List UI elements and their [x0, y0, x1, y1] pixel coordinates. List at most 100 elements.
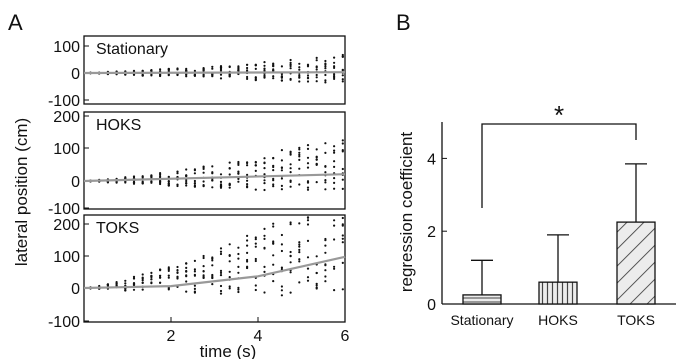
trajectory-point — [280, 289, 283, 292]
trajectory-point — [272, 241, 275, 244]
trajectory-point — [272, 177, 275, 180]
trajectory-point — [306, 74, 310, 77]
trajectory-point — [263, 64, 266, 67]
trajectory-point — [237, 68, 240, 71]
trajectory-point — [193, 287, 196, 290]
trajectory-point — [193, 290, 196, 293]
trajectory-point — [298, 62, 301, 65]
panel-a-xlabel: time (s) — [200, 342, 257, 359]
trajectory-point — [219, 289, 223, 293]
trajectory-point — [315, 68, 318, 71]
trajectory-point — [159, 274, 162, 277]
trajectory-point — [211, 276, 214, 280]
trajectory-point — [254, 164, 257, 167]
trajectory-point — [272, 222, 275, 225]
trajectory-point — [324, 251, 327, 254]
trajectory-point — [254, 288, 257, 292]
trajectory-point — [254, 63, 257, 66]
trajectory-point — [324, 244, 327, 247]
trajectory-point — [246, 164, 249, 167]
trajectory-point — [263, 237, 266, 240]
trajectory-point — [237, 271, 240, 274]
trajectory-point — [202, 167, 205, 170]
trajectory-point — [289, 163, 292, 166]
trajectory-point — [211, 257, 214, 260]
trajectory-point — [159, 276, 162, 279]
trajectory-point — [219, 284, 223, 288]
trajectory-point — [298, 151, 301, 154]
trajectory-point — [341, 224, 344, 227]
trajectory-point — [219, 250, 223, 253]
trajectory-point — [159, 73, 162, 76]
trajectory-point — [228, 254, 231, 257]
trajectory-point — [176, 172, 179, 175]
trajectory-point — [315, 148, 318, 151]
trajectory-point — [298, 243, 301, 246]
trajectory-point — [315, 56, 318, 60]
trajectory-point — [324, 188, 327, 191]
trajectory-point — [228, 285, 231, 288]
trajectory-point — [298, 260, 301, 263]
trajectory-point — [211, 165, 214, 168]
trajectory-point — [167, 184, 170, 187]
trajectory-point — [202, 265, 205, 268]
trajectory-point — [315, 59, 318, 62]
trajectory-point — [246, 77, 249, 80]
trajectory-point — [228, 182, 231, 185]
trajectory-point — [202, 73, 205, 76]
trajectory-point — [315, 66, 318, 69]
y-tick-label: -100 — [48, 93, 80, 110]
trajectory-point — [341, 53, 344, 57]
trajectory-point — [176, 68, 179, 71]
trajectory-point — [202, 184, 205, 187]
trajectory-point — [306, 279, 310, 282]
trajectory-point — [315, 158, 318, 161]
trajectory-point — [132, 277, 136, 280]
trajectory-point — [202, 254, 205, 258]
trajectory-point — [315, 163, 318, 166]
trajectory-point — [132, 282, 136, 285]
trajectory-point — [333, 151, 336, 154]
trajectory-point — [298, 251, 301, 254]
trajectory-point — [289, 78, 292, 81]
trajectory-dots — [89, 139, 344, 192]
trajectory-point — [228, 287, 231, 290]
trajectory-point — [167, 268, 170, 271]
trajectory-point — [219, 269, 223, 272]
trajectory-point — [280, 188, 283, 191]
trajectory-point — [228, 270, 231, 273]
trajectory-point — [306, 65, 310, 68]
trajectory-point — [159, 268, 162, 271]
trajectory-point — [306, 162, 310, 165]
trajectory-point — [141, 182, 144, 185]
trajectory-point — [272, 165, 275, 169]
bar-toks — [616, 221, 656, 305]
trajectory-point — [254, 259, 257, 263]
trajectory-point — [298, 258, 301, 261]
trajectory-point — [246, 234, 249, 237]
trajectory-point — [280, 184, 283, 187]
category-label: Stationary — [450, 312, 513, 328]
trajectory-point — [341, 178, 344, 181]
trajectory-point — [306, 147, 310, 150]
trajectory-point — [254, 284, 257, 287]
trajectory-point — [341, 241, 344, 244]
scatter-panels: 100 0 -100 Stationary 200 100 0 -100 HOKS 200 100 0… — [48, 35, 346, 331]
trajectory-point — [306, 267, 310, 270]
trajectory-point — [289, 255, 292, 258]
trajectory-point — [141, 69, 144, 72]
trajectory-point — [298, 66, 301, 69]
trajectory-point — [324, 73, 327, 77]
trajectory-point — [159, 175, 162, 178]
trajectory-point — [167, 68, 170, 71]
y-tick-label: 4 — [427, 151, 436, 168]
trajectory-point — [202, 256, 205, 260]
trajectory-point — [185, 69, 188, 72]
trajectory-point — [237, 288, 240, 291]
trajectory-point — [333, 267, 336, 270]
trajectory-point — [315, 284, 318, 287]
trajectory-point — [159, 181, 162, 184]
trajectory-point — [263, 167, 266, 170]
trajectory-point — [306, 223, 310, 226]
trajectory-point — [324, 67, 327, 70]
